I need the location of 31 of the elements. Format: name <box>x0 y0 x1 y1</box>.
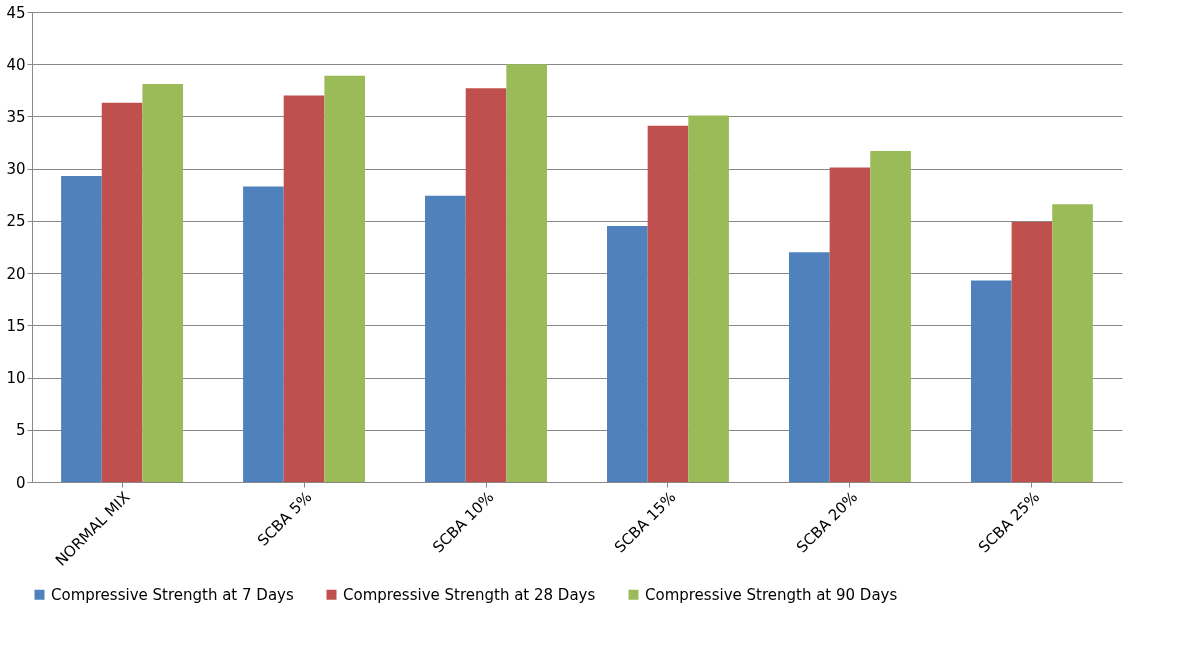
bar <box>1052 204 1093 482</box>
y-tick-label: 0 <box>15 473 26 492</box>
bar <box>688 115 729 482</box>
bar <box>324 75 366 482</box>
bar <box>647 125 689 482</box>
y-tick-label: 35 <box>6 107 26 126</box>
bar <box>1011 221 1053 482</box>
y-tick-label: 45 <box>6 3 26 22</box>
y-tick-label: 10 <box>6 369 26 388</box>
y-tick-label: 15 <box>6 316 26 335</box>
bar <box>142 84 184 482</box>
legend-label: Compressive Strength at 7 Days <box>51 585 294 604</box>
bar <box>607 226 648 482</box>
bar <box>788 252 830 482</box>
y-tick-label: 20 <box>6 264 26 283</box>
bar <box>829 167 871 482</box>
bar <box>465 88 507 482</box>
y-tick-label: 5 <box>15 421 26 440</box>
bar <box>101 102 143 482</box>
bar <box>870 150 911 482</box>
y-tick-label: 25 <box>6 212 26 231</box>
legend-label: Compressive Strength at 90 Days <box>645 585 898 604</box>
bar <box>61 175 102 482</box>
bar <box>283 95 325 482</box>
bar <box>425 195 466 482</box>
y-tick-label: 40 <box>6 55 26 74</box>
bar <box>506 64 547 482</box>
y-tick-label: 30 <box>6 160 26 179</box>
legend-label: Compressive Strength at 28 Days <box>343 585 596 604</box>
bar <box>243 186 284 482</box>
bar <box>970 280 1012 482</box>
